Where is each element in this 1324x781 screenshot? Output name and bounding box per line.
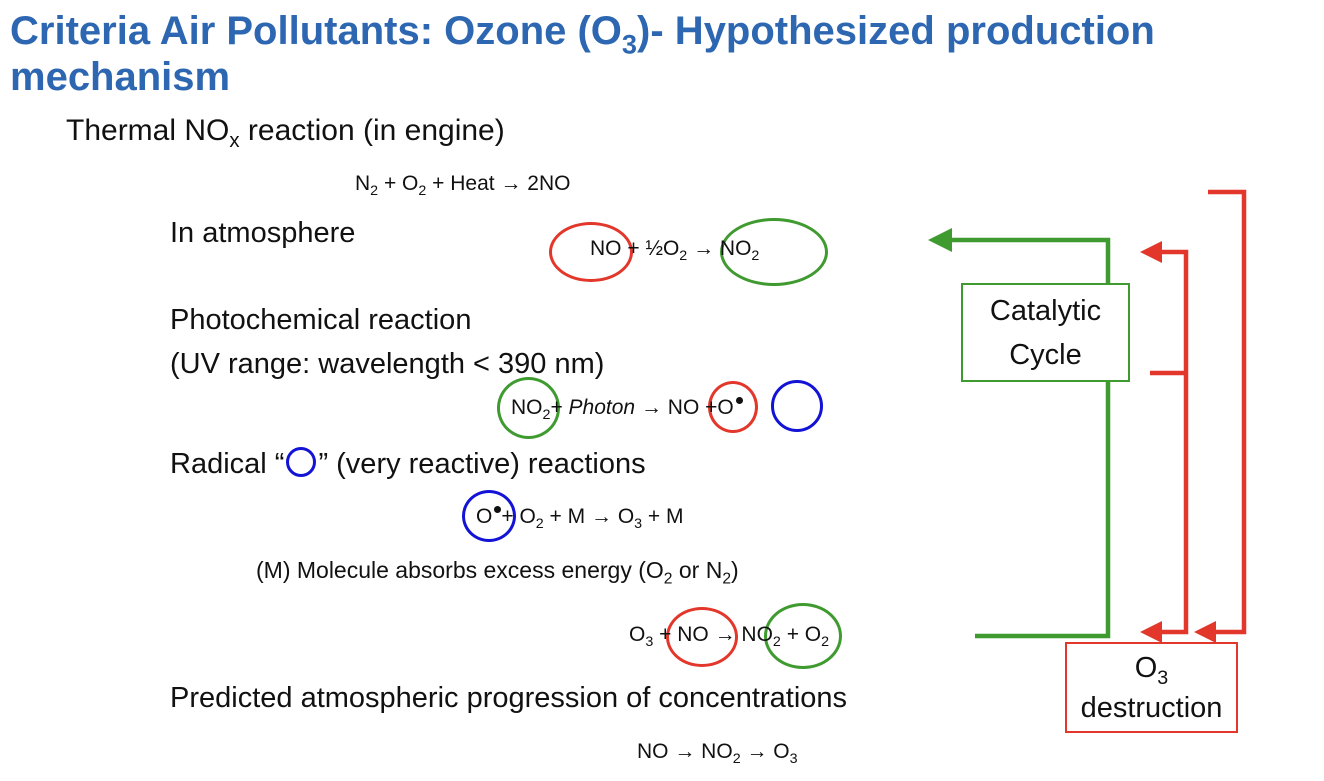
slide-title-line2: mechanism (10, 55, 231, 99)
radical-dot-icon (494, 506, 502, 513)
arrow-icon: → (714, 623, 736, 646)
red-arrowhead-icon (1194, 621, 1216, 643)
equation-ozone-destruction: O3 + NO → NO2 + O2 (629, 623, 830, 650)
no-red-oval (708, 381, 758, 433)
arrow-icon: → (693, 237, 715, 260)
catalytic-cycle-box: Catalytic Cycle (961, 283, 1130, 382)
predicted-heading: Predicted atmospheric progression of con… (170, 682, 848, 714)
molecule-note: (M) Molecule absorbs excess energy (O2 o… (256, 557, 739, 588)
destruction-line2: destruction (1080, 692, 1223, 724)
arrow-icon: → (640, 396, 662, 419)
arrow-icon: → (746, 740, 768, 763)
photochemical-heading: Photochemical reaction (UV range: wavele… (170, 298, 604, 386)
destruction-line1: O3 (1134, 652, 1169, 689)
red-arrowhead-icon (1140, 241, 1162, 263)
photochemical-line2: (UV range: wavelength < 390 nm) (170, 348, 605, 380)
no-red-oval (549, 222, 633, 282)
red-inner-bracket (1148, 249, 1189, 635)
o-radical-blue-oval (462, 490, 516, 542)
equation-radical: O + O2 + M → O3 + M (476, 505, 684, 532)
photochemical-line1: Photochemical reaction (170, 304, 472, 336)
equation-photochemical: NO2+ Photon → NO +O (511, 396, 743, 422)
arrow-icon: → (590, 505, 612, 528)
no2-green-oval (764, 603, 842, 669)
radical-heading: Radical “” (very reactive) reactions (170, 447, 646, 480)
arrow-icon: → (674, 740, 696, 763)
red-arrowhead-icon (1140, 621, 1162, 643)
equation-progression: NO → NO2 → O3 (637, 740, 798, 767)
no-red-oval (666, 607, 738, 667)
o3-destruction-box: O3 destruction (1065, 642, 1238, 733)
equation-atmosphere: NO + ½O2 → NO2 (590, 237, 760, 264)
thermal-nox-heading: Thermal NOx reaction (in engine) (66, 114, 505, 153)
o-radical-blue-oval (771, 380, 823, 432)
radical-circle-icon (286, 447, 317, 477)
no2-green-oval (720, 218, 828, 286)
catalytic-line1: Catalytic (989, 295, 1102, 327)
radical-dot-icon (735, 397, 743, 404)
atmosphere-heading: In atmosphere (170, 217, 356, 249)
green-arrowhead-icon (928, 228, 952, 252)
slide-title-line1: Criteria Air Pollutants: Ozone (O3)- Hyp… (10, 9, 1155, 60)
red-outer-bracket (1208, 189, 1247, 635)
equation-thermal: N2 + O2 + Heat → 2NO (355, 172, 571, 199)
arrow-icon: → (500, 172, 522, 195)
no2-green-oval (497, 377, 560, 439)
slide-title: Criteria Air Pollutants: Ozone (O3)- Hyp… (10, 8, 1155, 100)
green-cycle-line (950, 237, 1111, 639)
catalytic-line2: Cycle (1009, 339, 1082, 371)
